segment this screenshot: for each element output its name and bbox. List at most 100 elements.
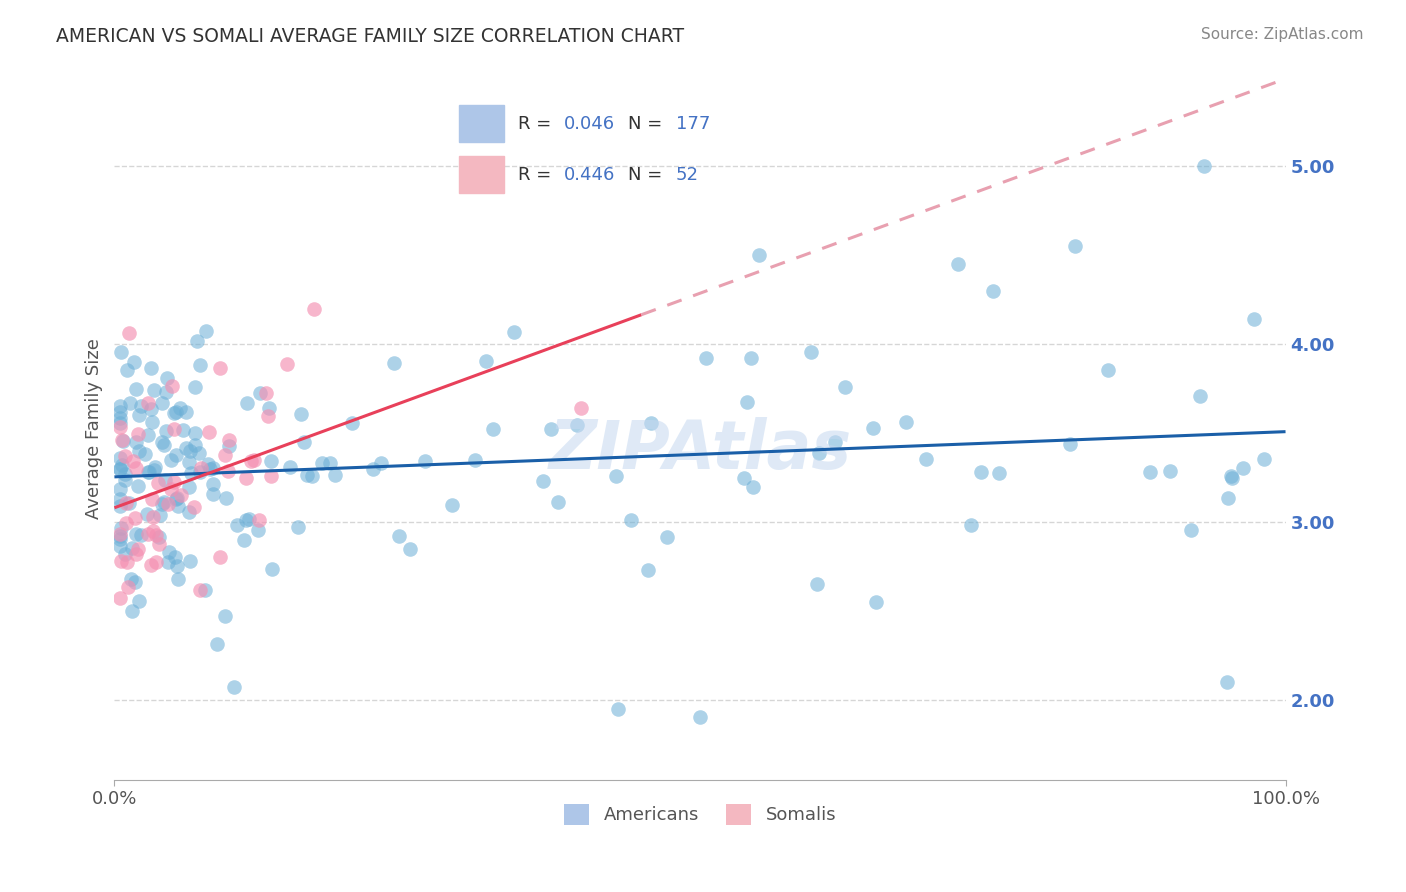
Point (441, 498, 464, 512)
Point (1253, 452, 1275, 467)
Point (249, 385, 271, 400)
Point (157, 545, 180, 559)
Point (311, 457, 333, 471)
Point (174, 405, 197, 419)
Point (232, 533, 254, 547)
Point (190, 465, 212, 479)
Point (145, 528, 167, 542)
Point (114, 449, 136, 463)
Point (637, 563, 659, 577)
Point (114, 473, 136, 487)
Y-axis label: Average Family Size: Average Family Size (86, 338, 103, 519)
Point (115, 555, 138, 569)
Point (413, 454, 436, 468)
Point (388, 529, 411, 543)
Point (177, 455, 200, 469)
Point (565, 418, 588, 433)
Point (149, 508, 172, 522)
Point (179, 505, 201, 519)
Point (1063, 239, 1085, 253)
Point (740, 351, 762, 365)
Point (146, 476, 169, 491)
Point (110, 527, 132, 541)
Point (136, 508, 159, 522)
Point (114, 547, 136, 561)
Point (148, 530, 170, 544)
Point (278, 460, 301, 475)
Point (217, 464, 239, 478)
Point (143, 463, 166, 477)
Point (1220, 471, 1243, 485)
Point (110, 399, 132, 413)
Point (141, 492, 163, 507)
Point (128, 409, 150, 423)
Point (110, 462, 132, 476)
Point (162, 406, 184, 420)
Point (110, 482, 132, 496)
Point (741, 480, 763, 494)
Point (475, 353, 498, 368)
Point (176, 441, 198, 455)
Point (160, 453, 183, 467)
Point (1159, 464, 1181, 478)
Point (180, 466, 202, 480)
Point (202, 486, 225, 500)
Point (111, 458, 134, 473)
Point (865, 595, 887, 609)
Legend: Americans, Somalis: Americans, Somalis (555, 795, 845, 834)
Point (165, 491, 187, 506)
Point (120, 572, 142, 586)
Point (218, 433, 240, 447)
Point (235, 471, 257, 485)
Point (124, 355, 146, 369)
Point (200, 462, 222, 476)
Point (382, 356, 405, 370)
Point (128, 594, 150, 608)
Point (110, 411, 132, 425)
Point (605, 469, 627, 483)
Point (325, 468, 347, 483)
Point (186, 334, 208, 348)
Point (163, 475, 186, 489)
Point (166, 491, 188, 505)
Point (236, 396, 259, 410)
Point (197, 457, 219, 471)
Point (136, 427, 159, 442)
Point (155, 425, 177, 439)
Point (1139, 465, 1161, 479)
Point (163, 550, 186, 565)
Point (540, 422, 562, 436)
Point (464, 452, 486, 467)
Point (172, 423, 194, 437)
Point (128, 443, 150, 458)
Point (110, 462, 132, 476)
Point (110, 499, 132, 513)
Point (150, 497, 173, 511)
Point (202, 477, 225, 491)
Point (607, 701, 630, 715)
Point (862, 421, 884, 435)
Point (205, 637, 228, 651)
Point (214, 448, 236, 462)
Point (117, 580, 139, 594)
Point (183, 500, 205, 514)
Point (184, 426, 207, 441)
Text: ZIPAtlas: ZIPAtlas (548, 417, 852, 483)
Point (122, 454, 145, 468)
Point (247, 524, 270, 538)
Point (136, 527, 159, 541)
Point (166, 499, 188, 513)
Point (834, 379, 856, 393)
Point (136, 465, 159, 479)
Point (110, 521, 132, 535)
Point (503, 325, 526, 339)
Point (110, 554, 132, 568)
Point (111, 433, 134, 447)
Point (569, 401, 592, 415)
Point (208, 550, 231, 565)
Point (208, 360, 231, 375)
Point (170, 488, 193, 502)
Point (143, 383, 166, 397)
Point (125, 547, 148, 561)
Point (689, 710, 711, 724)
